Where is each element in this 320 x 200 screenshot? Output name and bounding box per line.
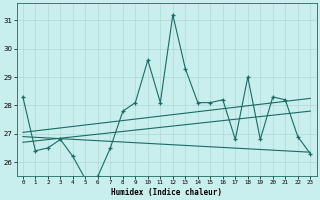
X-axis label: Humidex (Indice chaleur): Humidex (Indice chaleur) <box>111 188 222 197</box>
